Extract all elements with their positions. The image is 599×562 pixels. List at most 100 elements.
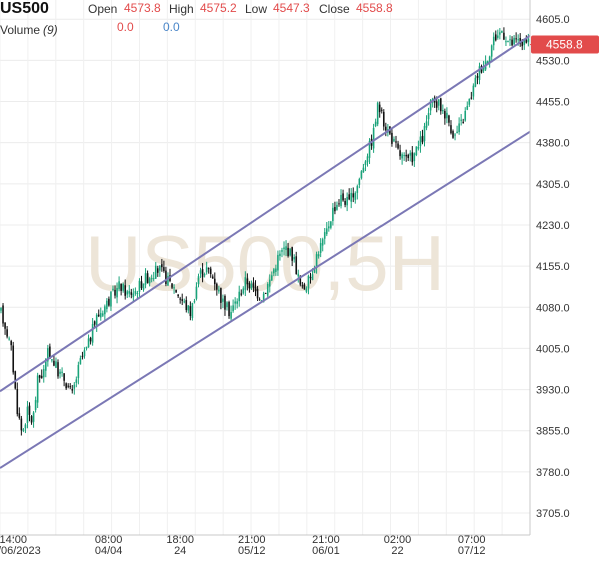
candle-body (218, 289, 220, 292)
candle-body (268, 279, 271, 287)
candle-body (51, 359, 53, 361)
x-tick-label-time: 21:00 (312, 534, 340, 546)
candle-body (44, 358, 47, 371)
candle-body (97, 314, 100, 317)
candle-body (216, 283, 218, 290)
candle-body (165, 270, 167, 285)
candle-body (114, 289, 116, 296)
candle-body (124, 285, 127, 296)
candle-body (417, 146, 420, 149)
candle-body (509, 39, 511, 41)
candle-body (234, 301, 236, 304)
candle-body (313, 268, 316, 273)
candle-body (368, 140, 371, 158)
candle-body (18, 413, 21, 418)
candle-body (476, 75, 479, 78)
candle-body (305, 288, 308, 292)
candle-body (262, 293, 265, 303)
candle-body (42, 368, 45, 378)
watermark: US500,5H (85, 219, 445, 307)
x-tick-label-time: 07:00 (458, 534, 486, 546)
candle-body (99, 313, 102, 318)
candle-body (454, 134, 456, 136)
x-tick-label-date: 04/04 (95, 545, 123, 557)
candle-body (446, 112, 448, 119)
candle-body (350, 192, 353, 202)
candle-body (523, 38, 526, 45)
candle-body (154, 265, 157, 279)
y-tick-label: 4455.0 (536, 97, 570, 109)
candle-body (179, 298, 181, 300)
candle-body (362, 167, 365, 173)
candle-body (317, 254, 320, 257)
candle-body (55, 361, 57, 368)
channel-upper-line[interactable] (0, 34, 531, 393)
candle-body (403, 155, 405, 157)
candle-body (102, 313, 104, 316)
channel-lower-line[interactable] (0, 130, 531, 469)
close-label: Close (319, 2, 350, 16)
candle-body (348, 194, 350, 200)
candle-body (470, 97, 473, 99)
candle-body (144, 273, 147, 285)
candle-body (340, 194, 342, 207)
x-tick-label-date: 22 (391, 545, 403, 557)
candle-body (354, 192, 357, 200)
candle-body (246, 278, 249, 285)
candle-body (372, 128, 375, 149)
candle-body (407, 154, 410, 159)
candle-body (299, 275, 302, 285)
candle-body (30, 416, 33, 423)
candle-body (452, 131, 454, 138)
candle-body (287, 247, 289, 257)
candle-body (173, 287, 175, 289)
candle-body (177, 294, 179, 297)
candle-body (332, 207, 334, 222)
candle-body (468, 98, 471, 105)
candle-body (95, 314, 98, 327)
candle-body (338, 203, 340, 205)
candle-body (191, 303, 194, 318)
candle-body (142, 283, 145, 290)
candle-body (156, 268, 159, 273)
candle-body (521, 41, 524, 47)
candle-body (376, 102, 379, 125)
x-tick-label-date: 24 (174, 545, 186, 557)
candle-body (501, 30, 503, 33)
candle-body (462, 121, 464, 123)
candle-body (71, 389, 74, 391)
candle-body (224, 295, 226, 310)
candle-body (120, 283, 122, 291)
candle-body (492, 36, 495, 46)
candle-body (104, 306, 106, 315)
candle-body (28, 405, 31, 415)
candle-body (486, 61, 489, 64)
candle-body (342, 193, 344, 201)
volume-value-1: 0.0 (117, 20, 134, 34)
candle-body (277, 254, 279, 271)
candle-body (450, 125, 452, 134)
candle-body (460, 119, 462, 121)
candle-body (281, 250, 283, 252)
candle-body (10, 341, 12, 346)
candle-body (4, 322, 6, 329)
candle-body (138, 280, 141, 292)
candle-body (519, 38, 522, 44)
candle-body (116, 287, 118, 298)
candle-body (57, 362, 59, 377)
candles (0, 27, 530, 436)
candle-body (226, 302, 228, 308)
candle-body (73, 384, 76, 389)
y-tick-label: 4230.0 (536, 220, 570, 232)
candle-body (79, 358, 82, 365)
candle-body (295, 256, 298, 275)
candle-body (140, 281, 143, 289)
candle-body (344, 200, 346, 205)
candle-body (511, 39, 513, 46)
candle-body (405, 154, 407, 157)
candle-body (63, 373, 65, 381)
candle-body (321, 239, 324, 246)
x-tick-label-date: 07/12 (458, 545, 486, 557)
close-value: 4558.8 (356, 1, 393, 15)
